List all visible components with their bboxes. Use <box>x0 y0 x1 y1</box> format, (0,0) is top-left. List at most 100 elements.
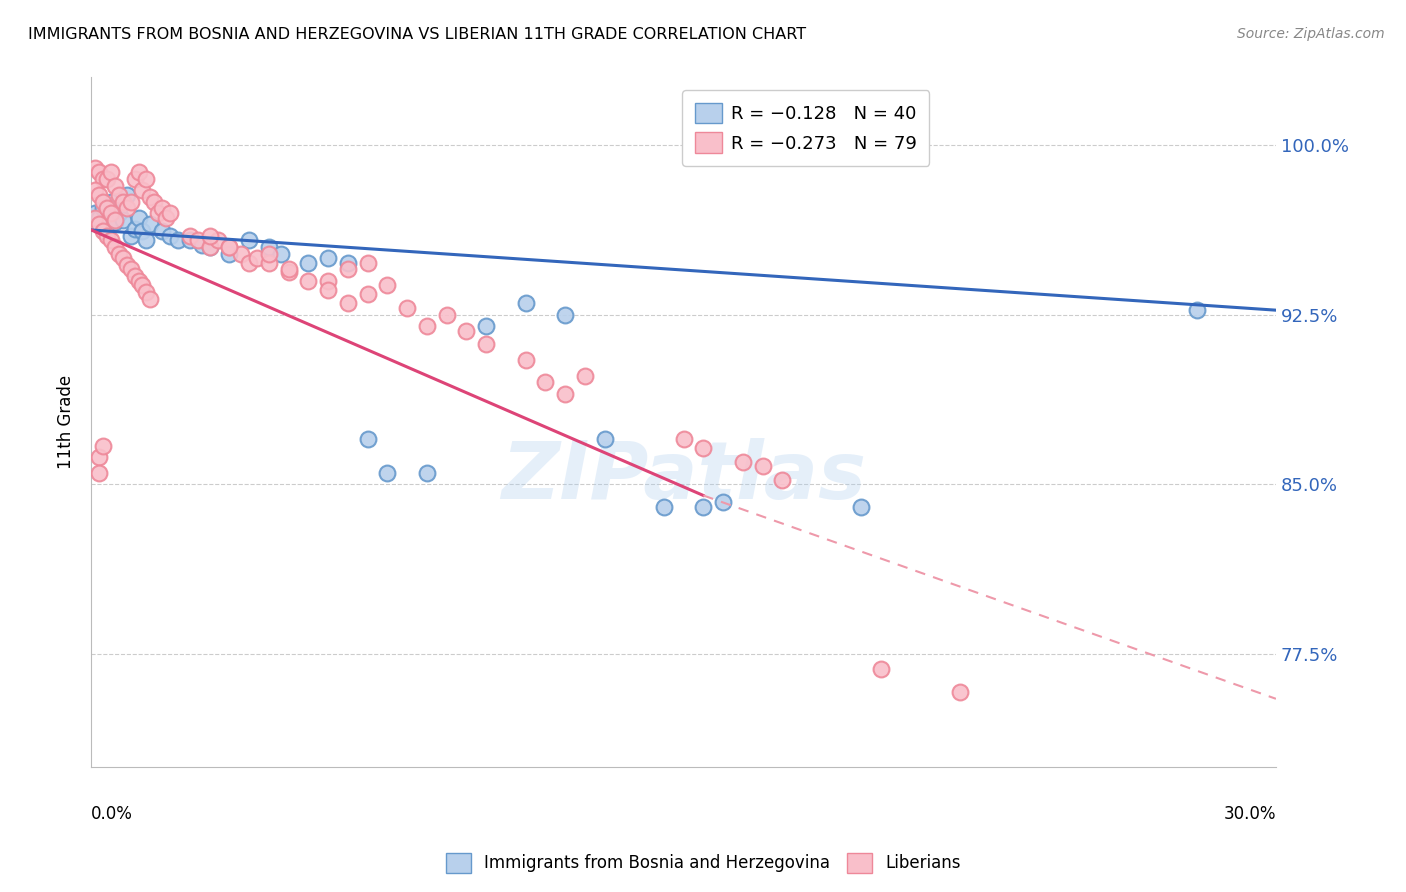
Point <box>316 251 339 265</box>
Point <box>277 262 299 277</box>
Point <box>100 165 122 179</box>
Point <box>87 188 110 202</box>
Point <box>198 240 221 254</box>
Point <box>84 211 107 225</box>
Point <box>107 246 129 260</box>
Point <box>104 178 127 193</box>
Point <box>96 228 118 243</box>
Point <box>91 439 114 453</box>
Point <box>475 337 498 351</box>
Point <box>554 308 576 322</box>
Point <box>297 256 319 270</box>
Point <box>672 432 695 446</box>
Point <box>84 161 107 175</box>
Y-axis label: 11th Grade: 11th Grade <box>58 375 75 469</box>
Point <box>218 240 240 254</box>
Point <box>84 183 107 197</box>
Point <box>257 256 280 270</box>
Point <box>593 432 616 446</box>
Point <box>87 217 110 231</box>
Point <box>91 224 114 238</box>
Point <box>515 352 537 367</box>
Point <box>111 212 134 227</box>
Point <box>297 274 319 288</box>
Point <box>534 376 557 390</box>
Point <box>751 459 773 474</box>
Text: Source: ZipAtlas.com: Source: ZipAtlas.com <box>1237 27 1385 41</box>
Point <box>416 318 439 333</box>
Point <box>356 287 378 301</box>
Point <box>770 473 793 487</box>
Point <box>377 278 399 293</box>
Point <box>124 269 146 284</box>
Point <box>111 251 134 265</box>
Legend: R = −0.128   N = 40, R = −0.273   N = 79: R = −0.128 N = 40, R = −0.273 N = 79 <box>682 90 929 166</box>
Point <box>150 224 173 238</box>
Point <box>128 211 150 225</box>
Point <box>187 233 209 247</box>
Point <box>238 233 260 247</box>
Point <box>207 233 229 247</box>
Point <box>111 194 134 209</box>
Point <box>143 194 166 209</box>
Point <box>167 233 190 247</box>
Point <box>115 202 138 216</box>
Point <box>396 301 419 315</box>
Point <box>91 194 114 209</box>
Point <box>120 228 142 243</box>
Point <box>692 500 714 514</box>
Point <box>128 274 150 288</box>
Point <box>131 183 153 197</box>
Point <box>554 386 576 401</box>
Point <box>107 188 129 202</box>
Point <box>128 165 150 179</box>
Point <box>316 274 339 288</box>
Legend: Immigrants from Bosnia and Herzegovina, Liberians: Immigrants from Bosnia and Herzegovina, … <box>439 847 967 880</box>
Point <box>159 228 181 243</box>
Point <box>336 262 359 277</box>
Point <box>91 172 114 186</box>
Point <box>87 466 110 480</box>
Point <box>515 296 537 310</box>
Point <box>148 206 170 220</box>
Point <box>155 211 177 225</box>
Point <box>107 206 129 220</box>
Point <box>115 188 138 202</box>
Point <box>377 466 399 480</box>
Point <box>179 228 201 243</box>
Point <box>949 685 972 699</box>
Point <box>104 215 127 229</box>
Point <box>124 222 146 236</box>
Point <box>652 500 675 514</box>
Point <box>104 240 127 254</box>
Point <box>131 278 153 293</box>
Point <box>135 285 157 299</box>
Point <box>356 256 378 270</box>
Point <box>100 194 122 209</box>
Point <box>238 256 260 270</box>
Point <box>139 217 162 231</box>
Text: 30.0%: 30.0% <box>1223 805 1277 823</box>
Point <box>475 318 498 333</box>
Point <box>218 240 240 254</box>
Point <box>574 368 596 383</box>
Point <box>270 246 292 260</box>
Point <box>356 432 378 446</box>
Point <box>91 202 114 216</box>
Point <box>316 283 339 297</box>
Point <box>139 292 162 306</box>
Point <box>104 212 127 227</box>
Point <box>416 466 439 480</box>
Point <box>87 450 110 464</box>
Point <box>436 308 458 322</box>
Point <box>135 172 157 186</box>
Point <box>1185 303 1208 318</box>
Point <box>257 246 280 260</box>
Point <box>336 296 359 310</box>
Point <box>115 258 138 272</box>
Point <box>96 172 118 186</box>
Point <box>277 265 299 279</box>
Point <box>84 206 107 220</box>
Point <box>96 217 118 231</box>
Point <box>336 256 359 270</box>
